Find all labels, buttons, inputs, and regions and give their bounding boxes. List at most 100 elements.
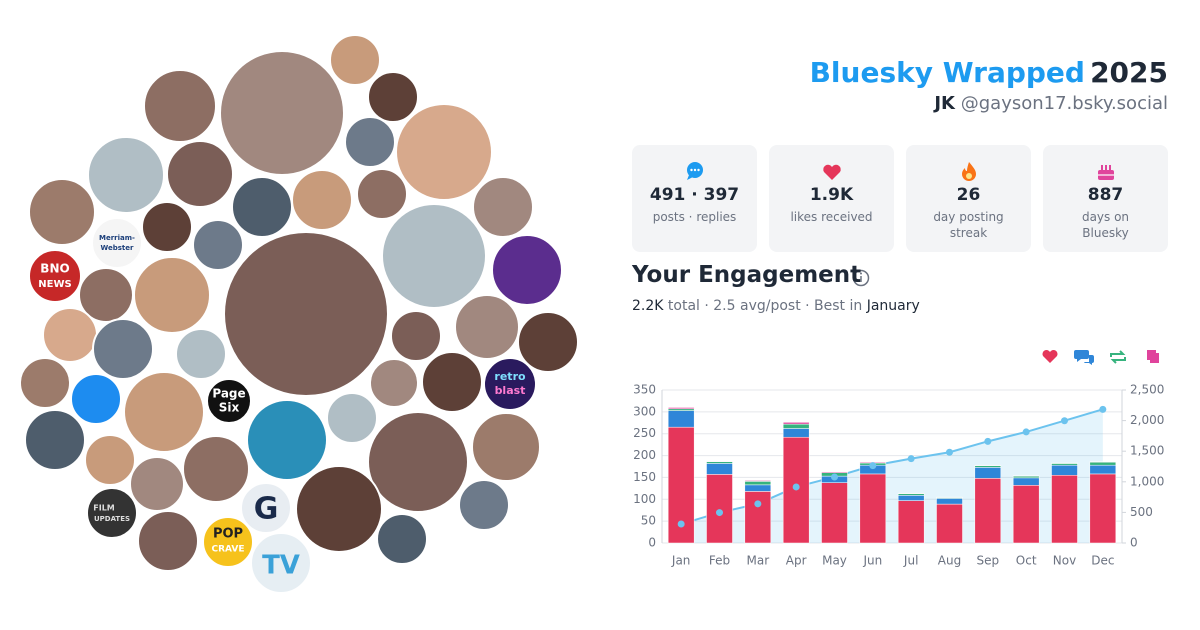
bar-segment[interactable] bbox=[821, 482, 848, 544]
avatar[interactable] bbox=[367, 411, 469, 513]
bar-segment[interactable] bbox=[974, 478, 1002, 544]
bar-segment[interactable] bbox=[1012, 475, 1040, 479]
bar-segment[interactable] bbox=[782, 422, 810, 425]
bar-segment[interactable] bbox=[821, 471, 848, 473]
avatar[interactable] bbox=[141, 201, 193, 253]
avatar[interactable] bbox=[390, 310, 442, 362]
logo-text: Six bbox=[219, 401, 240, 415]
y2-tick-label: 1,500 bbox=[1130, 444, 1164, 458]
bar-segment[interactable] bbox=[667, 408, 695, 411]
bar-segment[interactable] bbox=[1012, 485, 1040, 544]
line-point bbox=[1022, 428, 1030, 436]
avatar[interactable] bbox=[421, 351, 483, 413]
avatar[interactable] bbox=[291, 169, 353, 231]
legend-icon-heart[interactable] bbox=[1042, 349, 1058, 363]
bar-segment[interactable] bbox=[974, 465, 1002, 468]
avatar[interactable] bbox=[517, 311, 579, 373]
bar-segment[interactable] bbox=[1089, 461, 1117, 466]
avatar[interactable] bbox=[454, 294, 520, 360]
avatar[interactable] bbox=[19, 357, 71, 409]
info-icon[interactable] bbox=[852, 269, 870, 287]
avatar[interactable] bbox=[182, 435, 250, 503]
avatar[interactable] bbox=[91, 217, 143, 269]
bar-segment[interactable] bbox=[897, 500, 925, 544]
avatar[interactable] bbox=[175, 328, 227, 380]
avatar[interactable] bbox=[87, 136, 165, 214]
avatar[interactable] bbox=[206, 378, 252, 424]
avatar[interactable] bbox=[240, 482, 292, 534]
avatar[interactable] bbox=[231, 176, 293, 238]
line-point bbox=[716, 509, 723, 517]
bar-segment[interactable] bbox=[744, 484, 772, 492]
handle[interactable]: @gayson17.bsky.social bbox=[960, 93, 1168, 114]
bar-segment[interactable] bbox=[1051, 464, 1078, 476]
stat-value: 491 · 397 bbox=[649, 185, 740, 205]
avatar[interactable] bbox=[137, 510, 199, 572]
avatar[interactable] bbox=[28, 178, 96, 246]
avatar[interactable] bbox=[219, 50, 345, 176]
bar-segment[interactable] bbox=[897, 495, 925, 501]
legend-icon-quote[interactable] bbox=[1147, 350, 1159, 363]
stat-value: 1.9K bbox=[809, 185, 854, 205]
bar-segment[interactable] bbox=[706, 474, 733, 544]
bar-segment[interactable] bbox=[936, 498, 963, 505]
bar-segment[interactable] bbox=[1089, 473, 1117, 544]
line-point bbox=[1099, 405, 1107, 413]
avatar[interactable] bbox=[202, 516, 254, 568]
bar-segment[interactable] bbox=[782, 428, 810, 438]
bar-segment[interactable] bbox=[706, 461, 733, 464]
avatar[interactable] bbox=[42, 307, 98, 363]
bar-segment[interactable] bbox=[1089, 464, 1117, 475]
legend-icon-comments[interactable] bbox=[1074, 350, 1094, 365]
avatar[interactable] bbox=[70, 373, 122, 425]
avatar[interactable] bbox=[133, 256, 211, 334]
avatar[interactable] bbox=[326, 392, 378, 444]
avatar[interactable] bbox=[129, 456, 185, 512]
section-title: Your Engagement bbox=[632, 262, 862, 288]
avatar[interactable] bbox=[246, 399, 328, 481]
bar-segment[interactable] bbox=[667, 407, 695, 410]
bar-segment[interactable] bbox=[1051, 474, 1078, 544]
bar-segment[interactable] bbox=[744, 491, 772, 544]
bar-segment[interactable] bbox=[1012, 477, 1040, 486]
avatar[interactable] bbox=[491, 234, 563, 306]
bar-segment[interactable] bbox=[667, 410, 695, 428]
bar-segment[interactable] bbox=[782, 423, 810, 429]
legend-icon-repost[interactable] bbox=[1110, 350, 1126, 364]
avatar[interactable] bbox=[92, 318, 154, 380]
avatar[interactable] bbox=[376, 513, 428, 565]
avatar[interactable] bbox=[84, 434, 136, 486]
avatar[interactable] bbox=[395, 103, 493, 201]
avatar[interactable] bbox=[24, 409, 86, 471]
avatar[interactable] bbox=[471, 412, 541, 482]
avatar[interactable] bbox=[78, 267, 134, 323]
avatar[interactable] bbox=[28, 249, 82, 303]
bar-segment[interactable] bbox=[974, 467, 1002, 479]
avatar[interactable] bbox=[329, 34, 381, 86]
bar-segment[interactable] bbox=[1051, 463, 1078, 466]
avatar[interactable] bbox=[356, 168, 408, 220]
avatar[interactable] bbox=[369, 358, 419, 408]
avatar[interactable] bbox=[344, 116, 396, 168]
bar-segment[interactable] bbox=[859, 473, 887, 544]
avatar[interactable] bbox=[86, 487, 138, 539]
avatar[interactable] bbox=[250, 532, 312, 594]
avatar[interactable] bbox=[483, 357, 537, 411]
logo-text: FILM bbox=[93, 504, 115, 513]
avatar[interactable] bbox=[381, 203, 487, 309]
avatar[interactable] bbox=[367, 71, 419, 123]
avatar[interactable] bbox=[472, 176, 534, 238]
avatar[interactable] bbox=[123, 371, 205, 453]
bar-segment[interactable] bbox=[936, 503, 963, 544]
avatar[interactable] bbox=[166, 140, 234, 208]
bar-segment[interactable] bbox=[706, 463, 733, 475]
avatar[interactable] bbox=[223, 231, 389, 397]
avatar[interactable] bbox=[458, 479, 510, 531]
bar-segment[interactable] bbox=[897, 493, 925, 496]
avatar[interactable] bbox=[143, 69, 217, 143]
logo-text: retro bbox=[494, 370, 526, 383]
avatar[interactable] bbox=[192, 219, 244, 271]
bar-segment[interactable] bbox=[744, 480, 772, 482]
bar-segment[interactable] bbox=[744, 481, 772, 486]
avatar[interactable] bbox=[295, 465, 383, 553]
